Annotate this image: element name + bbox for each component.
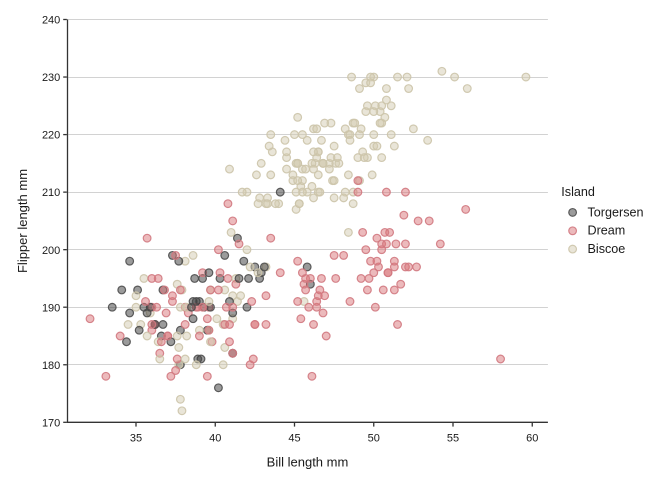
- svg-text:50: 50: [368, 432, 380, 444]
- svg-text:200: 200: [42, 245, 60, 257]
- svg-text:240: 240: [42, 15, 60, 27]
- svg-text:35: 35: [130, 432, 142, 444]
- svg-text:230: 230: [42, 72, 60, 84]
- svg-text:40: 40: [209, 432, 221, 444]
- svg-text:190: 190: [42, 302, 60, 314]
- svg-text:220: 220: [42, 130, 60, 142]
- svg-text:55: 55: [447, 432, 459, 444]
- svg-text:Torgersen: Torgersen: [588, 205, 644, 219]
- svg-text:Dream: Dream: [588, 224, 626, 238]
- svg-text:210: 210: [42, 187, 60, 199]
- svg-text:45: 45: [288, 432, 300, 444]
- svg-text:Island: Island: [561, 185, 595, 199]
- svg-text:Bill length mm: Bill length mm: [267, 454, 349, 469]
- svg-text:60: 60: [526, 432, 538, 444]
- svg-text:Biscoe: Biscoe: [588, 242, 626, 256]
- svg-text:Flipper length mm: Flipper length mm: [15, 169, 30, 273]
- svg-text:180: 180: [42, 360, 60, 372]
- svg-text:170: 170: [42, 417, 60, 429]
